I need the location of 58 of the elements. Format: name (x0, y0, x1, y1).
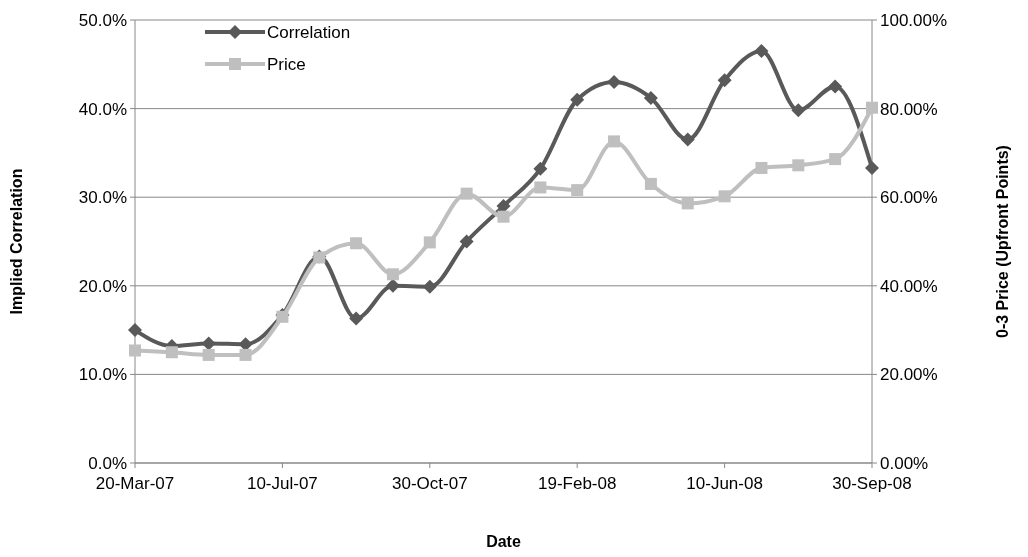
x-tick-label: 30-Sep-08 (832, 474, 912, 493)
y2-tick-label: 100.00% (880, 10, 948, 30)
point (680, 132, 695, 147)
point (165, 346, 178, 359)
point (570, 92, 585, 107)
point (644, 177, 657, 190)
point (349, 311, 364, 326)
y-tick-label: 10.0% (78, 365, 127, 385)
point (534, 181, 547, 194)
point (386, 268, 399, 281)
x-tick-label: 20-Mar-07 (95, 474, 175, 493)
x-axis-title: Date (486, 533, 521, 550)
point (792, 159, 805, 172)
point (717, 73, 732, 88)
point (718, 190, 731, 203)
y-tick-label: 30.0% (78, 188, 127, 208)
point (829, 153, 842, 166)
point (128, 323, 142, 338)
point (608, 135, 621, 148)
point (754, 44, 769, 59)
point (791, 103, 806, 118)
y-axis-title: Implied Correlation (8, 168, 25, 315)
point (497, 210, 510, 223)
point (866, 101, 878, 114)
point (202, 348, 215, 361)
point (385, 278, 400, 293)
point (681, 197, 694, 210)
point (201, 336, 216, 351)
point (533, 161, 548, 176)
y2-tick-label: 0.00% (880, 453, 929, 473)
legend-label: Price (267, 54, 306, 74)
point (129, 344, 141, 357)
x-tick-label: 19-Feb-08 (537, 474, 617, 493)
point (423, 236, 436, 249)
point (828, 79, 843, 94)
y-tick-label: 50.0% (78, 10, 127, 30)
y2-axis-title: 0-3 Price (Upfront Points) (994, 145, 1011, 338)
y2-tick-label: 20.00% (880, 365, 938, 385)
x-tick-label: 10-Jun-08 (686, 474, 763, 493)
x-tick-label: 30-Oct-07 (392, 474, 468, 493)
y2-tick-label: 60.00% (880, 188, 938, 208)
y-tick-label: 0.0% (88, 453, 127, 473)
y2-tick-label: 80.00% (880, 99, 938, 119)
point (239, 348, 252, 361)
legend-label: Correlation (267, 22, 351, 42)
y2-tick-label: 40.00% (880, 276, 938, 296)
x-tick-label: 10-Jul-07 (246, 474, 318, 493)
point (643, 90, 658, 105)
y-tick-label: 20.0% (78, 276, 127, 296)
point (865, 160, 879, 175)
point (571, 184, 584, 197)
point (607, 75, 622, 90)
point (460, 187, 473, 200)
point (755, 161, 768, 174)
point (459, 234, 474, 249)
y-tick-label: 40.0% (78, 99, 127, 119)
point (422, 279, 437, 294)
point (350, 237, 363, 250)
